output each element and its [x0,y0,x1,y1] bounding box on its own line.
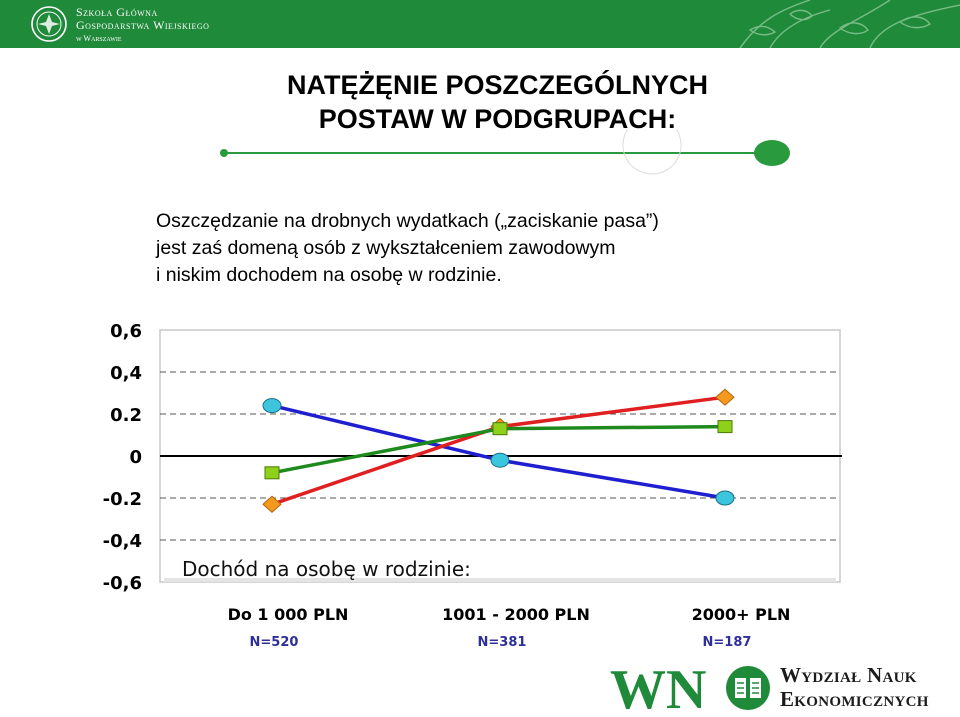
data-point-square [492,422,508,436]
x-category-label: 2000+ PLN [692,605,791,624]
title-line1: NATĘŻĘNIE POSZCZEGÓLNYCH [286,70,709,100]
data-point-circle [262,398,282,414]
book-globe-icon [726,666,770,710]
title-line2: POSTAW W PODGRUPACH: [318,104,677,134]
data-point-square [717,420,733,434]
x-category-n-label: N=520 [250,635,299,650]
plot-shadow [164,578,836,582]
data-point-diamond [715,388,735,406]
school-name: Szkoła Główna Gospodarstwa Wiejskiego w … [76,6,209,45]
slide-title: NATĘŻĘNIE POSZCZEGÓLNYCH POSTAW W PODGRU… [200,68,795,136]
x-category-n-label: N=187 [703,635,752,650]
y-tick-label: -0.2 [103,489,142,510]
wn-logo-letters: WN [610,659,706,716]
school-name-line2: Gospodarstwa Wiejskiego [76,18,210,32]
slide-description: Oszczędzanie na drobnych wydatkach („zac… [156,208,836,289]
leaf-ornament-icon [739,0,960,48]
faculty-name: Wydział Nauk Ekonomicznych [780,663,929,711]
sggw-emblem-icon [31,6,67,42]
data-point-circle [715,490,735,506]
line-chart: 0,6 0,4 0.2 0 -0.2 -0,4 -0,6 Dochód na osobę w … [103,321,842,650]
data-point-circle [490,452,510,468]
school-name-line1: Szkoła Główna [76,5,158,19]
school-name-line3: w Warszawie [76,34,122,43]
x-category-label: 1001 - 2000 PLN [442,605,590,624]
y-tick-label: -0,4 [103,531,142,552]
title-underline [220,130,790,175]
y-tick-label: 0.2 [110,405,142,426]
y-tick-label: -0,6 [103,573,142,594]
x-category-label: Do 1 000 PLN [228,605,349,624]
header-bar: Szkoła Główna Gospodarstwa Wiejskiego w … [0,0,960,48]
description-line2: jest zaś domeną osób z wykształceniem za… [156,237,616,259]
y-tick-label: 0,4 [110,363,142,384]
y-tick-label: 0 [129,447,142,468]
faculty-line2: Ekonomicznych [780,687,929,711]
description-line1: Oszczędzanie na drobnych wydatkach („zac… [156,210,659,232]
y-tick-label: 0,6 [110,321,142,342]
x-category-n-label: N=381 [478,635,527,650]
faculty-line1: Wydział Nauk [780,663,917,687]
data-point-square [264,466,280,480]
chart-subtitle: Dochód na osobę w rodzinie: [182,557,471,581]
data-point-diamond [262,495,282,513]
wn-logo: WN [610,659,770,716]
description-line3: i niskim dochodem na osobę w rodzinie. [156,264,502,286]
